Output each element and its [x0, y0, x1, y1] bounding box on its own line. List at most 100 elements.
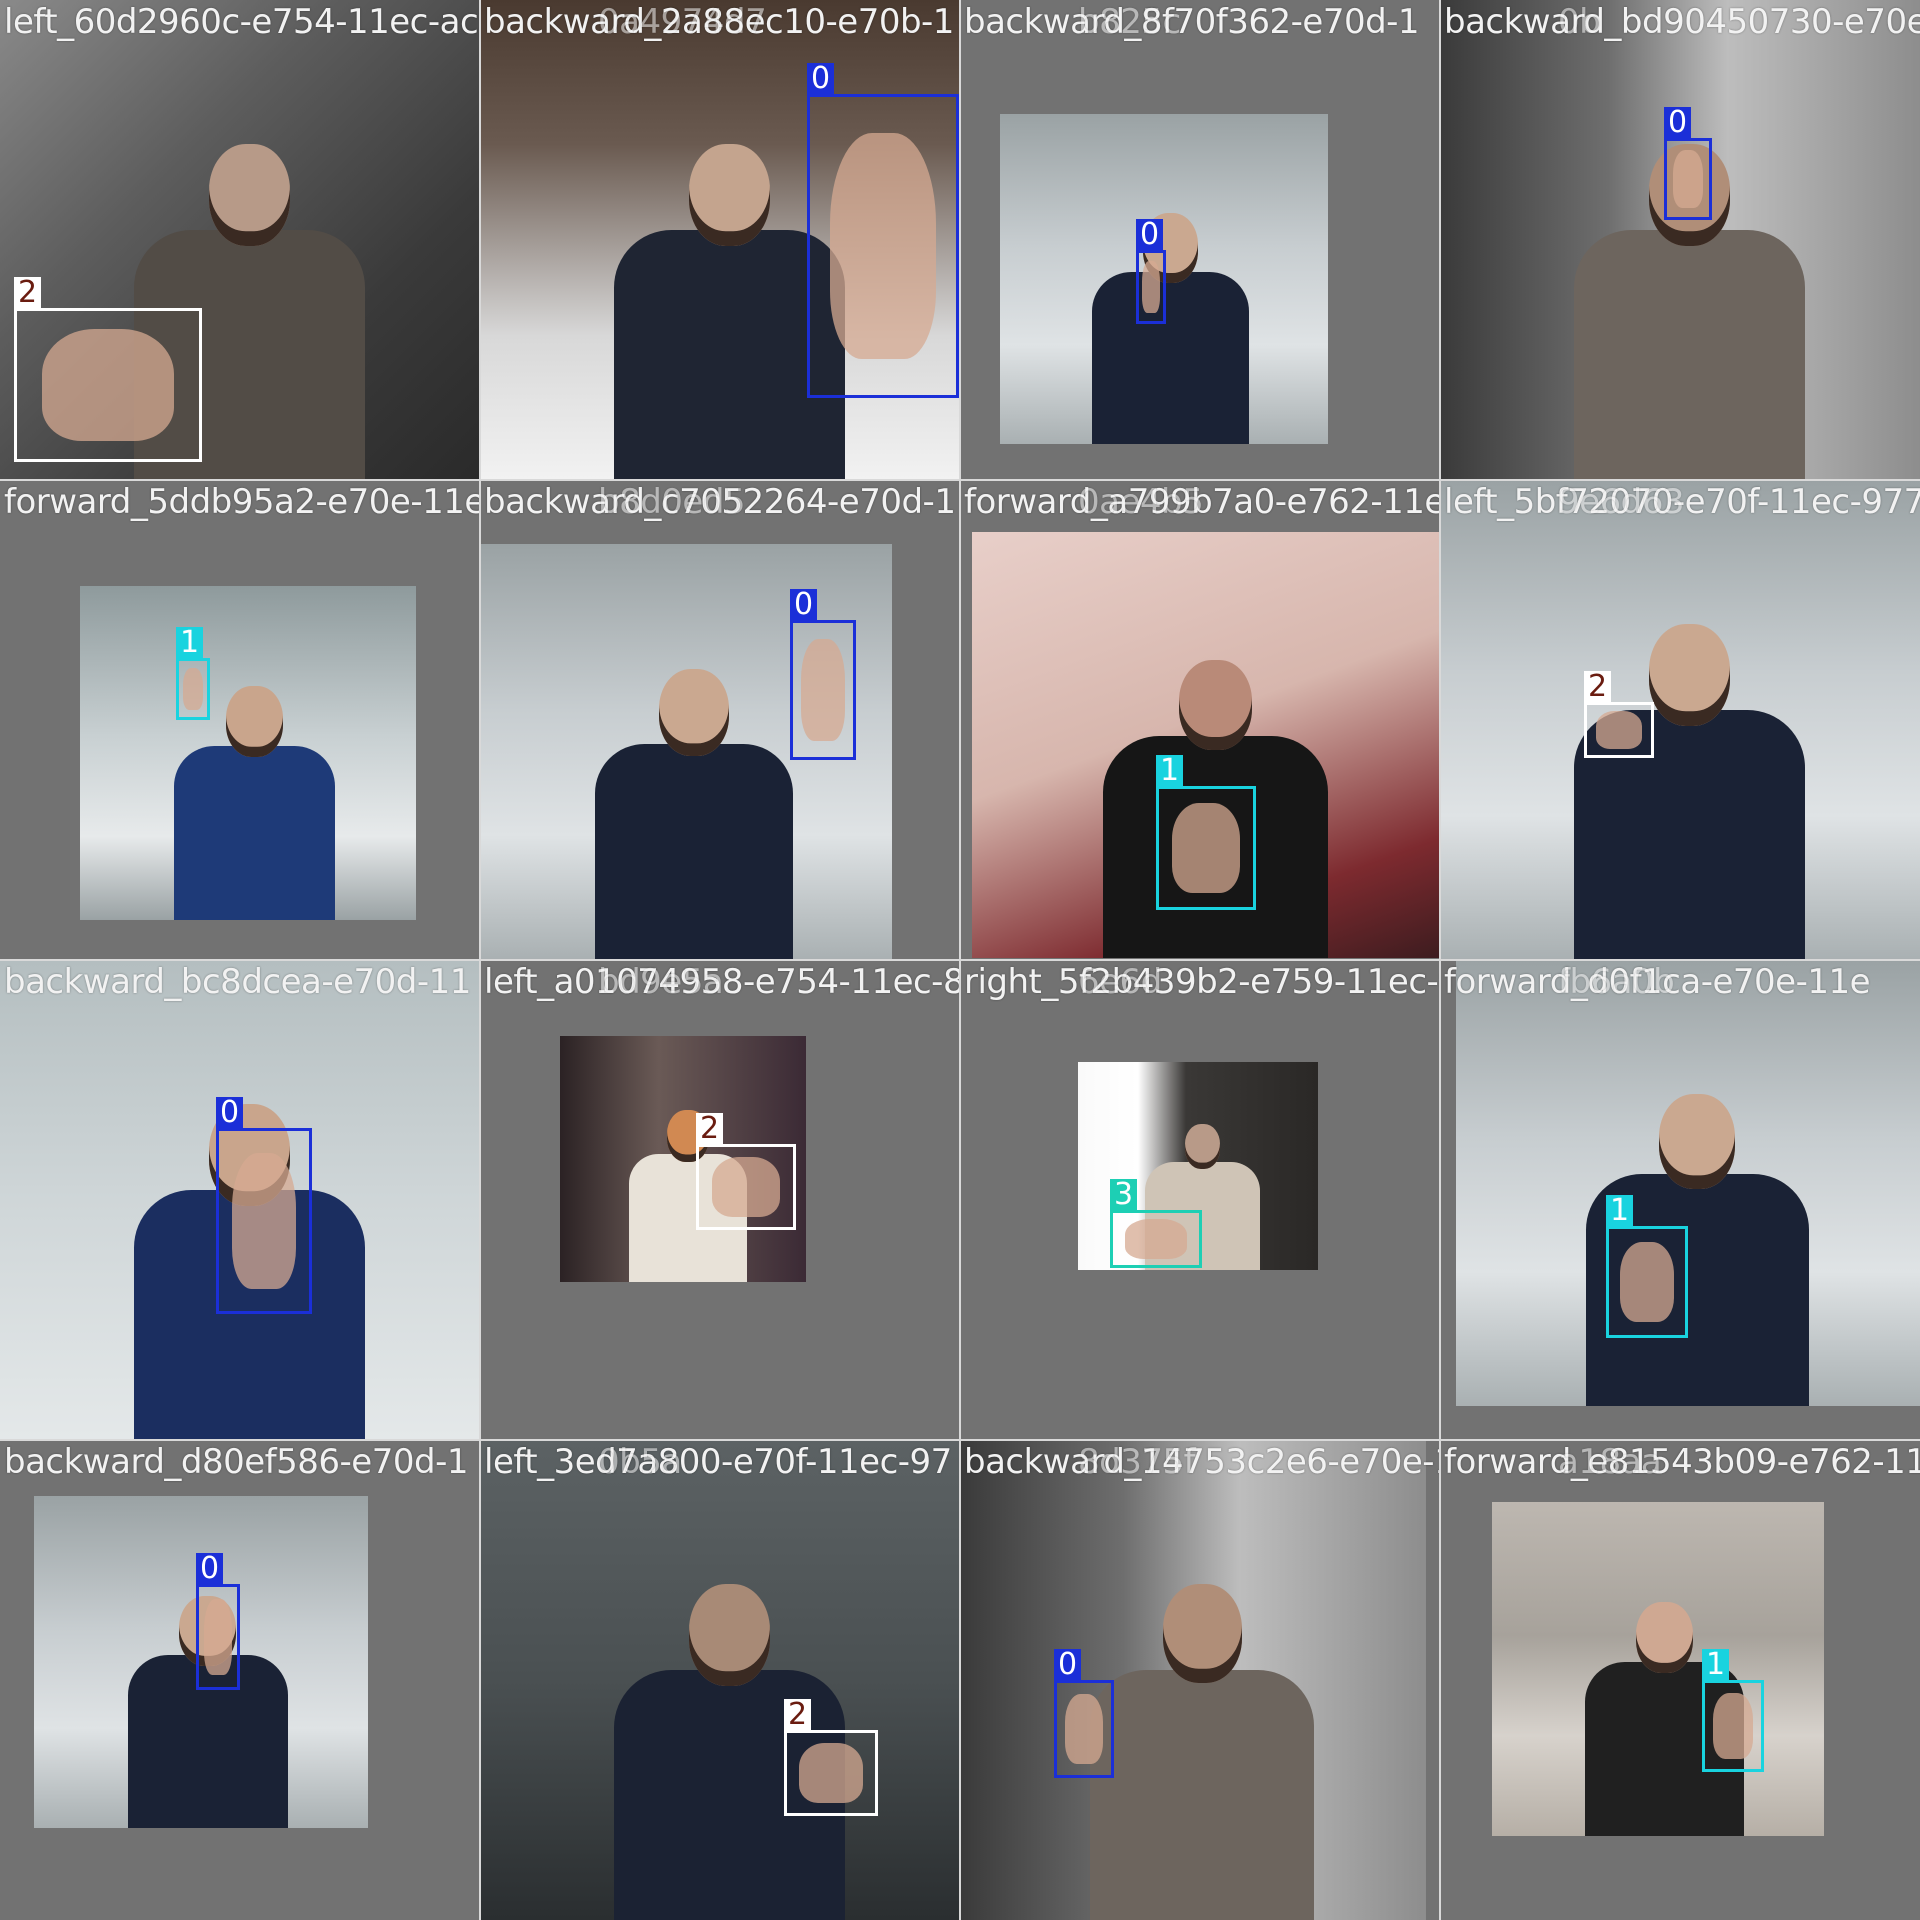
person-head — [1162, 1584, 1242, 1684]
tile-divider — [0, 1439, 1920, 1441]
mosaic-tile: 0 backward_bd90450730-e70e- 0b — [1440, 0, 1920, 480]
person-torso — [127, 1655, 288, 1828]
tile-divider — [1439, 0, 1441, 1920]
person-head — [208, 144, 291, 246]
filename-caption: backward_c7052264-e70d-1 — [484, 482, 956, 522]
filename-caption-overlap: bd9e5a — [598, 962, 724, 1002]
filename-caption: backward_d80ef586-e70d-1 — [4, 1442, 468, 1482]
hand — [799, 1742, 863, 1804]
hand-bounding-box: 0 — [1664, 107, 1712, 220]
mosaic-tile: 0 backward_d80ef586-e70d-1 — [0, 1440, 480, 1920]
person-torso — [614, 230, 845, 480]
hand-bounding-box: 1 — [1156, 755, 1256, 910]
hand — [42, 328, 174, 442]
hand-bounding-box: 2 — [14, 277, 202, 462]
hand — [1125, 1219, 1187, 1259]
training-photo — [960, 1440, 1426, 1920]
hand — [1619, 1241, 1675, 1323]
training-photo — [80, 586, 416, 920]
class-label: 2 — [14, 277, 42, 308]
tile-divider — [0, 959, 1920, 961]
filename-caption: backward_8f70f362-e70d-1 — [964, 2, 1420, 42]
hand-bounding-box: 2 — [696, 1113, 796, 1230]
class-label: 2 — [696, 1113, 724, 1144]
mosaic-tile: 1 forward_e81543b09-e762-11e a18aa — [1440, 1440, 1920, 1920]
mosaic-tile: 0 backward_c7052264-e70d-1 b8d0ed5 — [480, 480, 960, 960]
training-photo — [480, 0, 960, 480]
hand — [1712, 1693, 1754, 1759]
class-label: 0 — [790, 589, 818, 620]
hand-bounding-box: 0 — [216, 1097, 312, 1314]
hand — [712, 1156, 780, 1218]
mosaic-tile: 2 left_5bf72070-e70f-11ec-977 9e6d63 — [1440, 480, 1920, 960]
hand-bounding-box: 1 — [176, 627, 210, 720]
hand — [1064, 1694, 1104, 1764]
class-label: 0 — [196, 1553, 224, 1584]
class-label: 0 — [216, 1097, 244, 1128]
training-photo — [480, 1440, 960, 1920]
person-torso — [1574, 710, 1805, 960]
class-label: 0 — [807, 63, 835, 94]
person-head — [1648, 624, 1731, 726]
hand-bounding-box: 0 — [807, 63, 959, 398]
mosaic-tile: 1 forward_d0f1ca-e70e-11e fb6a0b — [1440, 960, 1920, 1440]
class-label: 0 — [1136, 219, 1164, 250]
person-head — [688, 1584, 771, 1686]
training-photo — [1078, 1062, 1318, 1270]
class-label: 0 — [1664, 107, 1692, 138]
class-label: 0 — [1054, 1649, 1082, 1680]
hand — [830, 132, 936, 360]
person-head — [226, 686, 284, 758]
hand-bounding-box: 1 — [1606, 1195, 1688, 1338]
mosaic-tile: 3 right_5f2b439b2-e759-11ec-9 6e6d — [960, 960, 1440, 1440]
hand — [204, 1599, 232, 1675]
filename-caption: right_5f2b439b2-e759-11ec-9 — [964, 962, 1440, 1002]
person-head — [1185, 1124, 1221, 1169]
person-head — [1659, 1093, 1736, 1189]
person-torso — [1574, 230, 1805, 480]
hand-bounding-box: 3 — [1110, 1179, 1202, 1268]
person-torso — [134, 230, 365, 480]
filename-caption: forward_e81543b09-e762-11e — [1444, 1442, 1920, 1482]
mosaic-tile: 1 forward_a799b7a0-e762-11e 0ae4b5 — [960, 480, 1440, 960]
person-head — [1179, 659, 1252, 751]
class-label: 2 — [784, 1699, 812, 1730]
mosaic-tile: 2 left_60d2960c-e754-11ec-ac — [0, 0, 480, 480]
hand — [182, 667, 204, 711]
class-label: 1 — [176, 627, 204, 658]
filename-caption: forward_5ddb95a2-e70e-11e — [4, 482, 480, 522]
training-photo — [1456, 960, 1920, 1406]
class-label: 1 — [1702, 1649, 1730, 1680]
hand-bounding-box: 2 — [784, 1699, 878, 1816]
filename-caption-overlap: a18aa — [1558, 1442, 1662, 1482]
person-torso — [1090, 1670, 1315, 1920]
person-torso — [595, 743, 794, 960]
hand — [1142, 261, 1160, 313]
mosaic-tile: 0 backward_2a88ec10-e70b-1 0a4974d7 — [480, 0, 960, 480]
mosaic-tile: 0 backward_14753c2e6-e70e-1 8d375f — [960, 1440, 1440, 1920]
person-torso — [174, 746, 336, 920]
hand-bounding-box: 0 — [790, 589, 856, 760]
hand-bounding-box: 0 — [1136, 219, 1166, 324]
class-label: 3 — [1110, 1179, 1138, 1210]
training-photo — [1492, 1502, 1824, 1836]
class-label: 1 — [1156, 755, 1184, 786]
mosaic-tile: 0 backward_bc8dcea-e70d-11 — [0, 960, 480, 1440]
mosaic-tile: 1 forward_5ddb95a2-e70e-11e — [0, 480, 480, 960]
person-torso — [1091, 272, 1250, 444]
mosaic-tile: 2 left_a01074958-e754-11ec-85 bd9e5a — [480, 960, 960, 1440]
hand — [1172, 803, 1240, 893]
person-head — [688, 144, 771, 246]
filename-caption-overlap: 0ae4b5 — [1078, 482, 1204, 522]
filename-caption: forward_a799b7a0-e762-11e — [964, 482, 1440, 522]
person-head — [659, 668, 730, 757]
class-label: 2 — [1584, 671, 1612, 702]
hand-bounding-box: 2 — [1584, 671, 1654, 758]
mosaic-tile: 2 left_3ed7a800-e70f-11ec-97 0b5a — [480, 1440, 960, 1920]
hand — [231, 1152, 297, 1290]
hand — [1672, 150, 1704, 208]
hand — [1595, 711, 1643, 749]
training-photo — [972, 532, 1440, 958]
training-photo — [1440, 480, 1920, 960]
